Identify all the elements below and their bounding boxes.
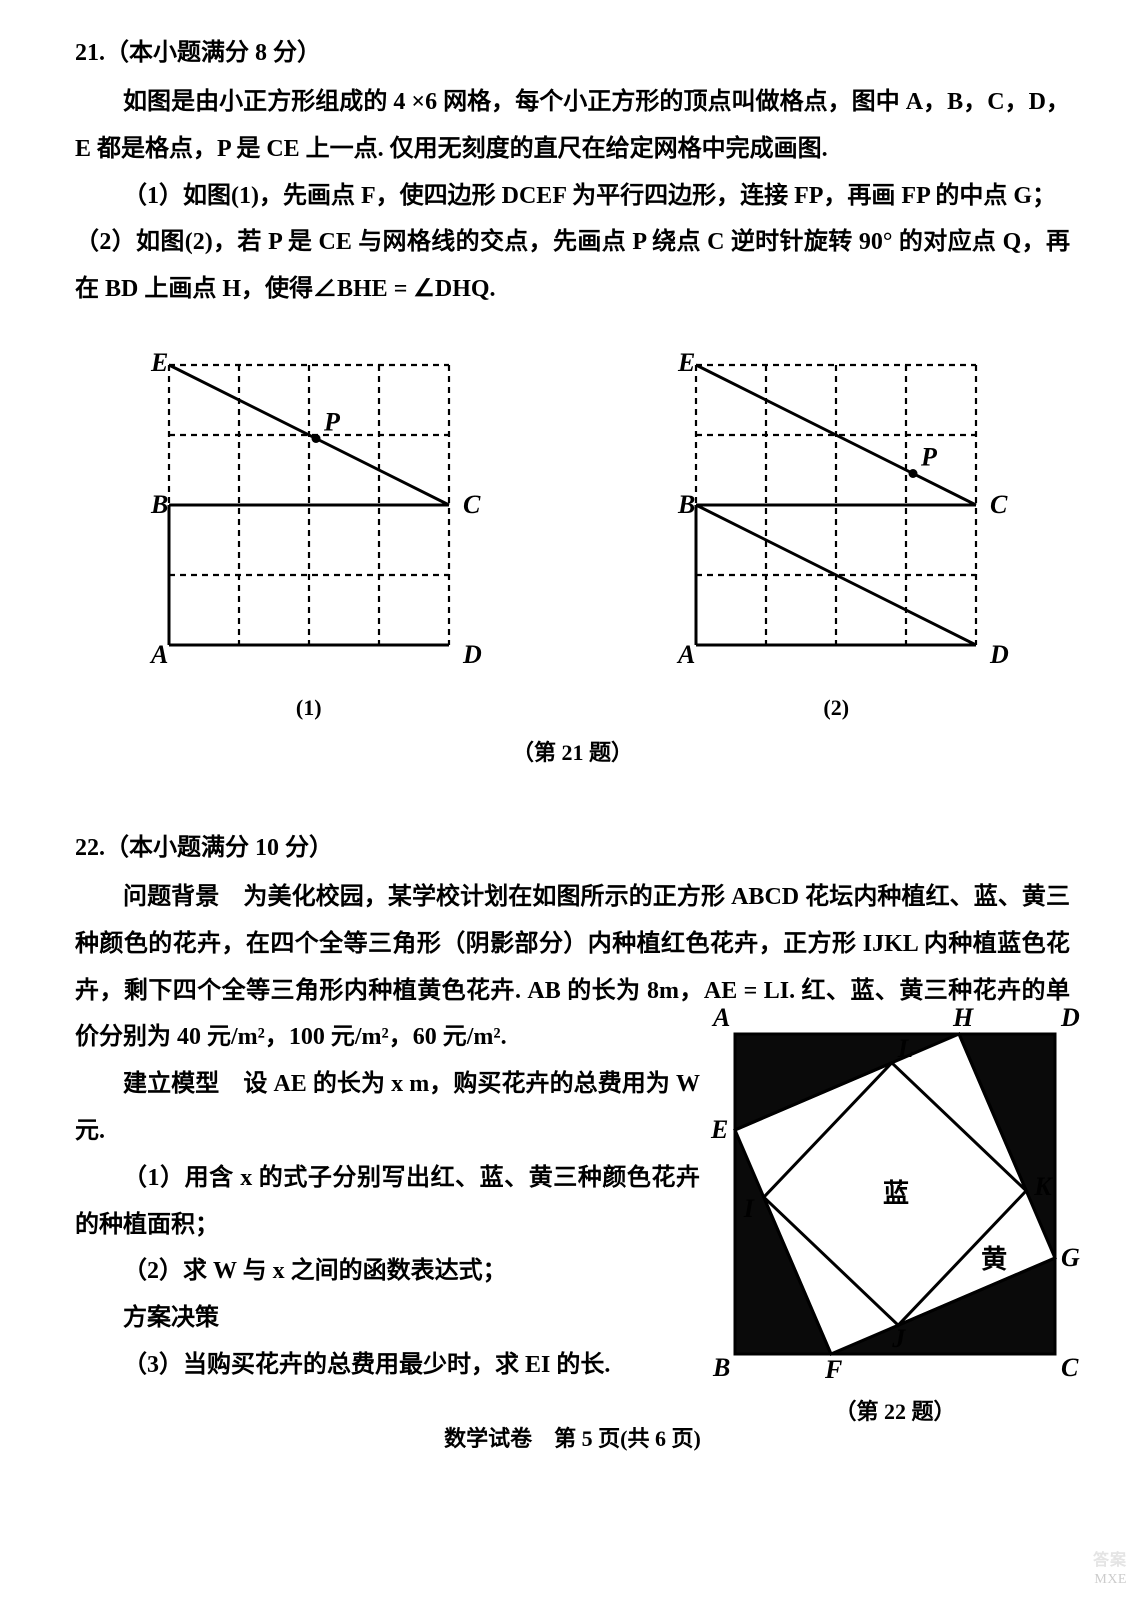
q21-caption: （第 21 题） <box>75 735 1070 767</box>
q22-header: 22.（本小题满分 10 分） <box>75 827 1070 862</box>
svg-text:H: H <box>952 1004 974 1032</box>
svg-text:G: G <box>1061 1243 1080 1272</box>
watermark-bottom: MXE <box>1094 1572 1127 1588</box>
svg-text:A: A <box>676 640 695 669</box>
q21-p1: 如图是由小正方形组成的 4 ×6 网格，每个小正方形的顶点叫做格点，图中 A，B… <box>75 79 1070 173</box>
q21-header: 21.（本小题满分 8 分） <box>75 32 1070 67</box>
svg-text:E: E <box>150 348 168 377</box>
watermark-top: 答案 <box>1093 1546 1127 1570</box>
svg-text:C: C <box>990 490 1008 519</box>
svg-text:D: D <box>1060 1004 1080 1032</box>
q22-fig-wrap: ADCBEHGFLIJK蓝黄 （第 22 题） <box>720 1004 1070 1426</box>
svg-text:B: B <box>150 490 168 519</box>
svg-text:C: C <box>1061 1353 1079 1382</box>
q21-fig1-label: (1) <box>296 695 322 721</box>
q21-fig2-wrap: A B C D E P (2) <box>603 323 1071 721</box>
svg-text:C: C <box>463 490 481 519</box>
svg-text:P: P <box>920 442 938 471</box>
q21-fig1-wrap: A B C D E P (1) <box>75 323 543 721</box>
svg-text:J: J <box>891 1324 906 1353</box>
svg-text:D: D <box>989 640 1009 669</box>
svg-text:L: L <box>897 1034 914 1063</box>
q21-fig2-svg: A B C D E P <box>654 323 1018 687</box>
q21-fig1-svg: A B C D E P <box>127 323 491 687</box>
svg-text:A: A <box>711 1004 730 1032</box>
svg-text:B: B <box>677 490 695 519</box>
svg-text:D: D <box>462 640 482 669</box>
svg-text:K: K <box>1033 1172 1053 1201</box>
q21-fig2-label: (2) <box>823 695 849 721</box>
svg-text:黄: 黄 <box>981 1245 1007 1274</box>
q21-p2: （1）如图(1)，先画点 F，使四边形 DCEF 为平行四边形，连接 FP，再画… <box>75 173 1070 220</box>
svg-text:A: A <box>149 640 168 669</box>
svg-text:F: F <box>824 1355 842 1384</box>
svg-text:蓝: 蓝 <box>883 1179 909 1208</box>
q22-caption: （第 22 题） <box>834 1394 955 1426</box>
q22-block: 问题背景 为美化校园，某学校计划在如图所示的正方形 ABCD 花坛内种植红、蓝、… <box>75 874 1070 1389</box>
svg-text:B: B <box>712 1353 730 1382</box>
svg-text:P: P <box>323 407 341 436</box>
svg-text:I: I <box>743 1194 755 1223</box>
q22-bg-label: 问题背景 <box>123 884 219 910</box>
svg-text:E: E <box>677 348 695 377</box>
q22-fig-svg: A D C B E H G F L I J K 蓝黄 <box>705 1004 1085 1384</box>
q21-figures-row: A B C D E P (1) A B C D E P (2) <box>75 323 1070 721</box>
q22-model-label: 建立模型 <box>123 1071 219 1097</box>
svg-text:E: E <box>710 1115 728 1144</box>
q21-p3: （2）如图(2)，若 P 是 CE 与网格线的交点，先画点 P 绕点 C 逆时针… <box>75 219 1070 313</box>
